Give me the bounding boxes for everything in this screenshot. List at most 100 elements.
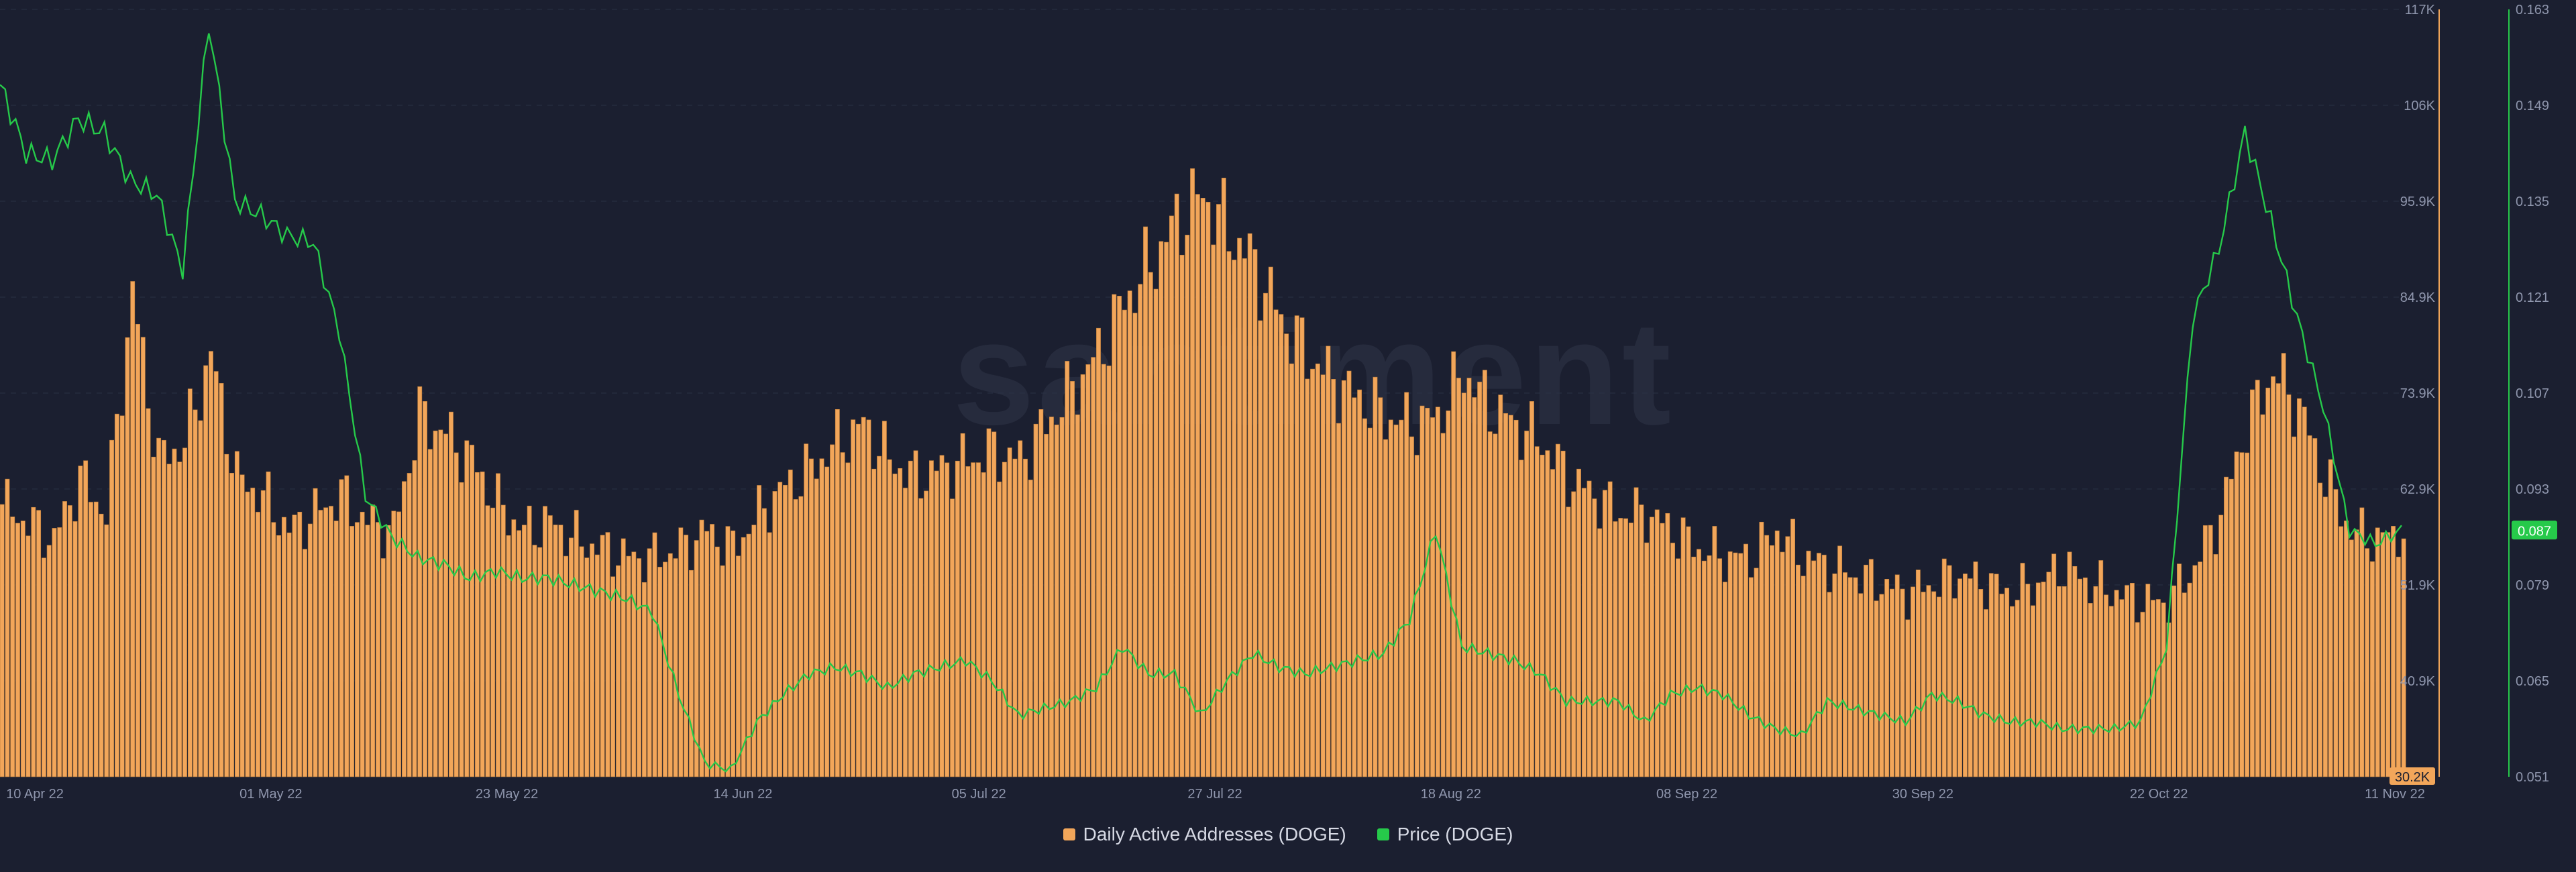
right-axis-current-badge: 0.087 bbox=[2512, 521, 2557, 540]
bar bbox=[845, 462, 851, 777]
bar bbox=[1367, 427, 1373, 777]
bar bbox=[903, 488, 908, 777]
bar bbox=[423, 401, 427, 777]
bar bbox=[793, 499, 798, 777]
bar bbox=[704, 531, 710, 777]
bar bbox=[1675, 558, 1680, 777]
bar bbox=[547, 515, 553, 777]
bar bbox=[1503, 413, 1508, 777]
bar bbox=[1232, 260, 1237, 777]
bar bbox=[991, 431, 997, 777]
legend-swatch-green bbox=[1377, 828, 1389, 840]
bar bbox=[1038, 409, 1044, 777]
bar bbox=[517, 530, 522, 777]
bar bbox=[172, 448, 177, 777]
bar bbox=[2234, 451, 2239, 777]
bar bbox=[934, 470, 939, 777]
bar bbox=[1555, 443, 1560, 777]
bar bbox=[710, 524, 715, 777]
bar bbox=[521, 525, 527, 777]
bar bbox=[731, 531, 736, 777]
legend-item-daily-active-addresses[interactable]: Daily Active Addresses (DOGE) bbox=[1063, 824, 1346, 845]
bar bbox=[1477, 382, 1483, 777]
bar bbox=[1205, 202, 1211, 777]
bar bbox=[1482, 370, 1487, 777]
bar bbox=[354, 522, 360, 777]
bar bbox=[1127, 290, 1132, 777]
bar bbox=[1472, 397, 1477, 777]
bar bbox=[198, 420, 203, 777]
bar bbox=[1911, 586, 1916, 777]
bar bbox=[1790, 519, 1796, 777]
bar bbox=[856, 423, 861, 777]
bar bbox=[276, 535, 282, 777]
bar bbox=[569, 537, 574, 777]
bar bbox=[10, 516, 15, 777]
bar bbox=[1404, 392, 1409, 777]
bar bbox=[2145, 584, 2151, 777]
bar bbox=[1430, 417, 1436, 777]
bar bbox=[245, 491, 250, 777]
bar bbox=[344, 475, 350, 777]
bar bbox=[2155, 599, 2161, 777]
bar bbox=[339, 479, 344, 777]
bar bbox=[2072, 566, 2078, 777]
bar bbox=[1023, 458, 1028, 777]
bar bbox=[1085, 364, 1091, 777]
bar bbox=[673, 558, 678, 777]
bar bbox=[1065, 361, 1070, 777]
bar bbox=[1743, 543, 1748, 777]
bar bbox=[1216, 204, 1221, 777]
bar bbox=[1576, 468, 1581, 777]
bar bbox=[20, 521, 25, 777]
bar bbox=[804, 443, 809, 777]
right-axis-tick-label: 0.051 bbox=[2516, 770, 2549, 785]
bar bbox=[213, 371, 219, 777]
left-badge-bg bbox=[2390, 767, 2435, 785]
bar bbox=[1665, 513, 1670, 777]
bar bbox=[459, 482, 464, 777]
bar bbox=[386, 525, 391, 777]
bar bbox=[1994, 574, 1999, 777]
bar bbox=[1357, 389, 1362, 777]
bar bbox=[2281, 353, 2286, 777]
x-axis-tick-label: 10 Apr 22 bbox=[6, 787, 64, 802]
bar bbox=[2339, 526, 2344, 777]
bar bbox=[2307, 435, 2312, 777]
bar bbox=[1466, 378, 1472, 777]
bar bbox=[2119, 599, 2125, 777]
bar bbox=[1221, 178, 1226, 777]
bar bbox=[2344, 521, 2349, 777]
bar bbox=[2161, 602, 2166, 777]
bar bbox=[1853, 577, 1858, 777]
bar bbox=[647, 548, 652, 777]
bar bbox=[1075, 414, 1080, 777]
bar bbox=[1070, 381, 1075, 777]
bar bbox=[2271, 376, 2276, 777]
bar bbox=[1315, 364, 1320, 777]
bar bbox=[15, 523, 20, 777]
bar bbox=[689, 569, 694, 777]
bar bbox=[1002, 461, 1007, 777]
bar bbox=[1905, 619, 1911, 777]
bar bbox=[1519, 459, 1524, 777]
bar bbox=[297, 512, 303, 777]
bar bbox=[2187, 582, 2192, 777]
legend-item-price[interactable]: Price (DOGE) bbox=[1377, 824, 1513, 845]
bar bbox=[2401, 538, 2406, 777]
bar bbox=[2328, 459, 2333, 777]
bar bbox=[1868, 559, 1874, 777]
price-line-series bbox=[0, 33, 2402, 773]
bar bbox=[99, 513, 104, 777]
bar bbox=[407, 473, 412, 777]
bar bbox=[2177, 563, 2182, 777]
bar bbox=[777, 482, 783, 777]
bar bbox=[1623, 518, 1628, 777]
bar bbox=[558, 525, 564, 777]
bar bbox=[2020, 563, 2025, 777]
bar bbox=[239, 474, 245, 777]
bar bbox=[955, 460, 960, 777]
bar bbox=[1524, 431, 1529, 777]
bar bbox=[1263, 292, 1268, 777]
bar bbox=[1650, 516, 1654, 777]
